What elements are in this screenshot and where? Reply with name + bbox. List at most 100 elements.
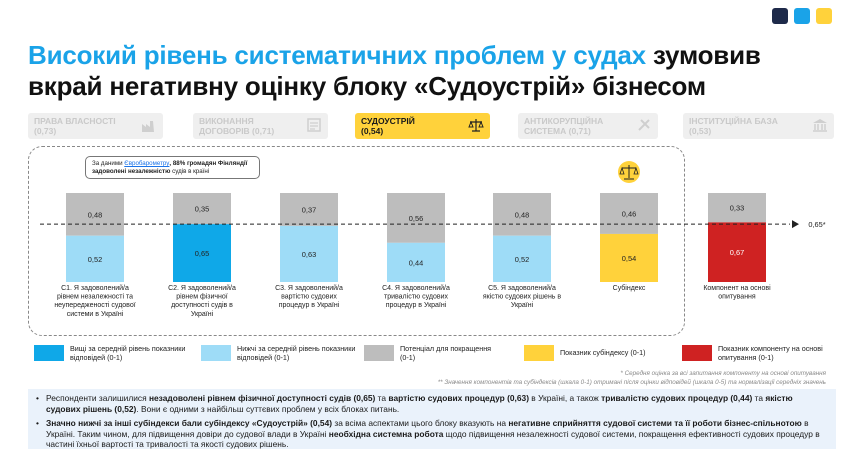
tab-judiciary[interactable]: СУДОУСТРІЙ (0,54): [355, 113, 490, 139]
page-title: Високий рівень систематичних проблем у с…: [28, 40, 828, 102]
category-label: рівнем незалежності та: [57, 293, 133, 301]
scales-icon: [468, 119, 484, 132]
bullet-bold: незадоволені рівнем фізичної доступності…: [148, 393, 376, 403]
category-label: рівнем фізичної: [176, 293, 228, 301]
tab-label-line2: (0,53): [689, 126, 712, 136]
legend-swatch: [364, 345, 394, 361]
chart-legend: Вищі за середній рівень показники відпов…: [34, 343, 834, 365]
bar-score: [493, 235, 551, 282]
brand-squares: [772, 8, 832, 24]
tab-institutional-base[interactable]: ІНСТИТУЦІЙНА БАЗА (0,53): [683, 113, 834, 139]
legend-item-above-average: Вищі за середній рівень показники відпов…: [34, 343, 194, 363]
bar-score-label: 0,63: [302, 250, 316, 259]
category-label: С5. Я задоволений/а: [488, 284, 556, 292]
category-label: С2. Я задоволений/а: [168, 284, 236, 292]
bullet-text: в Україні. Таким чином, для підвищення д…: [46, 418, 809, 439]
bar-potential: [493, 193, 551, 236]
conclusion-bullet-2: Значно нижчі за інші субіндекси бали суб…: [36, 418, 828, 450]
tab-label-line2: СИСТЕМА (0,71): [524, 126, 591, 136]
title-highlight: Високий рівень систематичних проблем у с…: [28, 40, 646, 70]
category-label: доступності судів в: [171, 301, 233, 309]
legend-item-subindex: Показник субіндексу (0-1): [524, 343, 674, 363]
conclusion-bullet-1: Респонденти залишилися незадоволені рівн…: [36, 393, 828, 414]
legend-label: Нижчі за середній рівень показники відпо…: [237, 344, 356, 362]
institution-icon: [813, 119, 827, 132]
bar-potential-label: 0,46: [622, 209, 636, 218]
category-label: Компонент на основі: [703, 284, 771, 292]
bullet-text: Респонденти залишилися: [46, 393, 149, 403]
category-label: опитування: [718, 294, 756, 301]
scales-pans-icon: [619, 166, 639, 175]
average-line-arrow: [792, 220, 799, 229]
anticorruption-icon: [638, 119, 650, 131]
bullet-text: та: [752, 393, 766, 403]
legend-swatch: [201, 345, 231, 361]
footnotes: * Середня оцінка за всі запитання компон…: [438, 369, 826, 387]
category-label: якістю судових рішень в: [483, 293, 562, 301]
bullet-bold: вартістю судових процедур (0,63): [388, 393, 529, 403]
tab-label-line2: ДОГОВОРІВ (0,71): [199, 126, 275, 136]
category-label: Субіндекс: [613, 284, 646, 292]
bullet-text: щодо підвищення незалежності судової сис…: [46, 428, 820, 450]
legend-swatch: [524, 345, 554, 361]
category-label: процедур в Україні: [279, 301, 340, 309]
eurobarometer-link[interactable]: Євробарометру: [124, 160, 170, 167]
bar-score-label: 0,52: [515, 255, 529, 264]
bar-potential: [173, 193, 231, 225]
legend-label: Потенціал для покращення (0-1): [400, 344, 492, 362]
legend-label: Показник субіндексу (0-1): [560, 348, 646, 357]
category-label: неупередженості судової: [54, 301, 135, 309]
block-tabs: ПРАВА ВЛАСНОСТІ (0,73) ВИКОНАННЯ ДОГОВОР…: [28, 113, 834, 139]
bullet-bold: тривалістю судових процедур (0,44): [601, 393, 753, 403]
bar-score: [173, 224, 231, 282]
brand-square-navy: [772, 8, 788, 24]
category-label: Україні: [191, 310, 214, 318]
legend-item-survey-component: Показник компоненту на основі опитування…: [682, 343, 842, 363]
bar-potential-label: 0,48: [515, 210, 529, 219]
tab-label-line1: СУДОУСТРІЙ: [361, 116, 415, 126]
category-label: С1. Я задоволений/а: [61, 284, 129, 292]
legend-swatch: [682, 345, 712, 361]
legend-item-below-average: Нижчі за середній рівень показники відпо…: [201, 343, 361, 363]
bullet-text: за всіма аспектами цього блоку вказують …: [332, 418, 509, 429]
bar-score-label: 0,44: [409, 258, 423, 267]
footnote-2: ** Значення компонентів та субіндексів (…: [437, 379, 826, 386]
bar-score-label: 0,54: [622, 254, 636, 263]
bar-potential-label: 0,35: [195, 205, 209, 214]
note-suffix: судів в країні: [170, 167, 210, 175]
brand-square-yellow: [816, 8, 832, 24]
bar-score-label: 0,67: [730, 248, 744, 257]
tab-property-rights[interactable]: ПРАВА ВЛАСНОСТІ (0,73): [28, 113, 163, 139]
bar-score: [708, 222, 766, 282]
tab-label-line1: АНТИКОРУПЦІЙНА: [524, 116, 604, 126]
bar-potential: [708, 193, 766, 223]
category-label: Україні: [511, 301, 534, 309]
average-line-label: 0,65*: [808, 220, 825, 229]
bar-potential: [600, 193, 658, 234]
bullet-bold: Значно нижчі за інші субіндекси бали суб…: [46, 418, 333, 429]
legend-item-potential: Потенціал для покращення (0-1): [364, 343, 524, 363]
survey-questions-frame: [28, 146, 685, 336]
tab-label-line1: ІНСТИТУЦІЙНА БАЗА: [689, 116, 778, 126]
tab-label-line1: ПРАВА ВЛАСНОСТІ: [34, 116, 116, 126]
category-label: С3. Я задоволений/а: [275, 284, 343, 292]
bullet-text: в Україні, а також: [528, 393, 602, 403]
bullet-bold: негативне сприйняття судової системи та …: [508, 418, 802, 429]
note-bold: , 88% громадян Фінляндії задоволені неза…: [92, 160, 248, 175]
bar-potential-label: 0,37: [302, 205, 316, 214]
legend-label: Вищі за середній рівень показники відпов…: [70, 344, 186, 362]
category-label: вартістю судових: [281, 293, 337, 301]
category-label: С4. Я задоволений/а: [382, 284, 450, 292]
tab-contract-enforcement[interactable]: ВИКОНАННЯ ДОГОВОРІВ (0,71): [193, 113, 328, 139]
conclusions-box: Респонденти залишилися незадоволені рівн…: [28, 389, 836, 449]
tab-label-line2: (0,54): [361, 126, 384, 136]
bullet-text: та: [375, 393, 389, 403]
bar-score-label: 0,52: [88, 255, 102, 264]
bullet-text: . Вони є одними з найбільш суттєвих проб…: [136, 403, 400, 414]
bar-potential: [387, 193, 445, 243]
tab-anticorruption[interactable]: АНТИКОРУПЦІЙНА СИСТЕМА (0,71): [518, 113, 658, 139]
bullet-bold: необхідна системна робота: [328, 428, 444, 439]
bar-potential-label: 0,56: [409, 214, 423, 223]
bar-potential: [66, 193, 124, 236]
